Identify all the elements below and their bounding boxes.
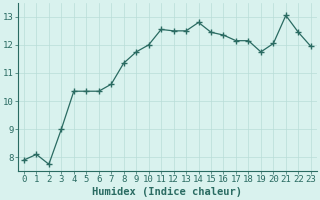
X-axis label: Humidex (Indice chaleur): Humidex (Indice chaleur) <box>92 187 242 197</box>
